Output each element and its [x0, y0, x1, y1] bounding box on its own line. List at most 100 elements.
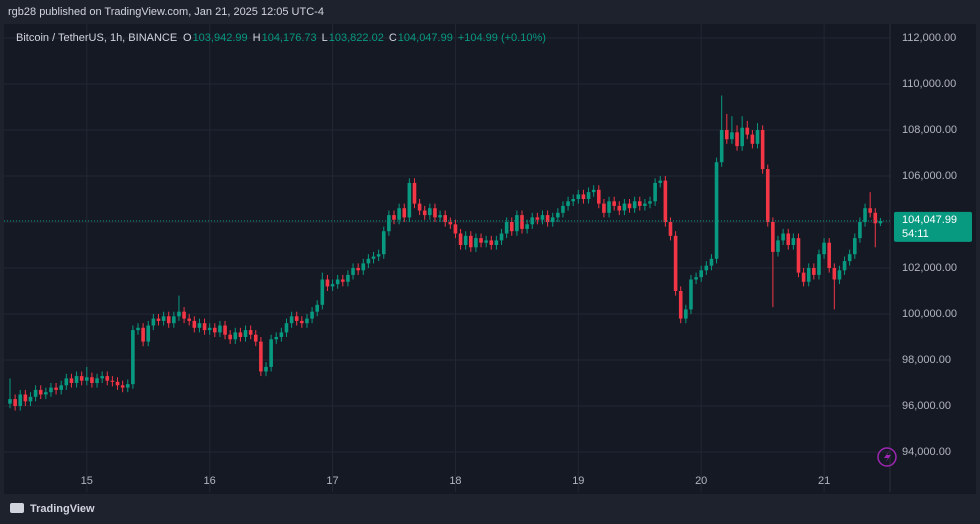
candle-body: [474, 238, 478, 248]
candle-body: [64, 378, 69, 386]
candle-body: [407, 182, 412, 218]
candle-body: [694, 277, 698, 280]
candle-body: [709, 258, 714, 266]
candle-body: [868, 208, 872, 213]
candle-body: [387, 215, 391, 232]
candle-body: [79, 376, 84, 381]
candle-body: [115, 381, 120, 386]
candle-body: [730, 132, 734, 140]
candle-body: [289, 316, 294, 324]
candle-body: [827, 242, 831, 269]
candle-body: [141, 327, 145, 342]
y-tick-label: 110,000.00: [902, 78, 956, 90]
candle-body: [110, 380, 115, 382]
candle-body: [822, 242, 826, 255]
candle-body: [765, 169, 770, 223]
ohlc-key: C: [389, 32, 397, 44]
candle-body: [648, 201, 652, 204]
candle-body: [218, 325, 222, 333]
candle-body: [238, 332, 243, 337]
candle-body: [376, 254, 381, 257]
candle-body: [341, 279, 345, 282]
candle-body: [202, 323, 207, 331]
candle-body: [69, 378, 74, 383]
candle-body: [90, 377, 94, 383]
candle-body: [740, 127, 744, 147]
candle-body: [719, 130, 724, 163]
candle-body: [878, 220, 883, 224]
candle-body: [796, 238, 801, 273]
candle-body: [699, 270, 703, 278]
footer: TradingView: [30, 503, 95, 515]
candle-body: [591, 189, 596, 193]
candle-body: [837, 270, 842, 280]
ohlc-key: L: [322, 32, 328, 44]
candle-body: [597, 189, 601, 204]
candle-body: [23, 394, 28, 402]
candle-body: [59, 385, 63, 390]
candle-body: [520, 215, 524, 229]
candle-body: [156, 318, 161, 321]
chart-panel: [4, 24, 976, 494]
x-tick-label: 19: [572, 475, 584, 487]
candle-body: [351, 268, 355, 275]
candle-body: [269, 339, 273, 367]
candle-body: [561, 205, 565, 213]
candle-body: [85, 377, 89, 381]
candle-body: [858, 222, 862, 239]
candle-body: [346, 274, 350, 282]
candle-body: [658, 180, 663, 183]
candle-body: [453, 224, 458, 234]
candle-body: [801, 272, 806, 282]
candle-body: [458, 233, 463, 246]
ohlc-legend: O 103,942.99 H 104,176.73 L 103,822.02 C 104,04…: [183, 32, 546, 44]
plot: 94,000.00 96,000.00 98,000.00 100,000.00 102…: [4, 24, 972, 492]
candle-body: [571, 199, 575, 202]
candle-body: [8, 399, 12, 404]
candle-body: [735, 132, 739, 147]
candle-body: [392, 215, 396, 220]
candle-body: [284, 323, 289, 333]
candle-body: [177, 311, 181, 317]
candle-body: [663, 180, 668, 223]
last-price-label: 104,047.99: [902, 214, 957, 226]
candle-body: [494, 240, 499, 246]
candle-body: [397, 208, 401, 220]
x-tick-label: 16: [204, 475, 216, 487]
candle-body: [576, 194, 581, 200]
candle-body: [125, 384, 130, 388]
candle-body: [264, 366, 268, 372]
candle-body: [550, 217, 555, 223]
candle-body: [300, 320, 304, 324]
candle-body: [545, 215, 550, 223]
candle-body: [786, 233, 791, 246]
candle-body: [105, 376, 110, 381]
candle-body: [18, 394, 23, 406]
candle-body: [617, 205, 622, 211]
candle-body: [182, 311, 186, 319]
candle-body: [243, 330, 248, 337]
candle-body: [187, 318, 191, 321]
candle-body: [704, 265, 709, 271]
candle-body: [259, 341, 263, 372]
candle-body: [151, 318, 156, 326]
candle-body: [637, 201, 642, 206]
candle-body: [38, 389, 43, 395]
candle-body: [847, 254, 852, 262]
candle-body: [653, 182, 657, 202]
candle-body: [335, 279, 340, 285]
candle-body: [632, 201, 637, 209]
candle-body: [581, 194, 586, 200]
y-tick-label: 100,000.00: [902, 308, 957, 320]
candle-body: [228, 334, 232, 340]
y-tick-label: 96,000.00: [902, 400, 951, 412]
candle-body: [689, 279, 693, 310]
candle-body: [745, 127, 750, 135]
candle-body: [540, 215, 545, 220]
candle-body: [330, 284, 335, 287]
candle-body: [28, 396, 33, 402]
x-tick-label: 17: [326, 475, 338, 487]
symbol: Bitcoin / TetherUS, 1h, BINANCE: [16, 32, 177, 44]
candle-body: [627, 203, 632, 209]
candle-body: [213, 327, 217, 333]
